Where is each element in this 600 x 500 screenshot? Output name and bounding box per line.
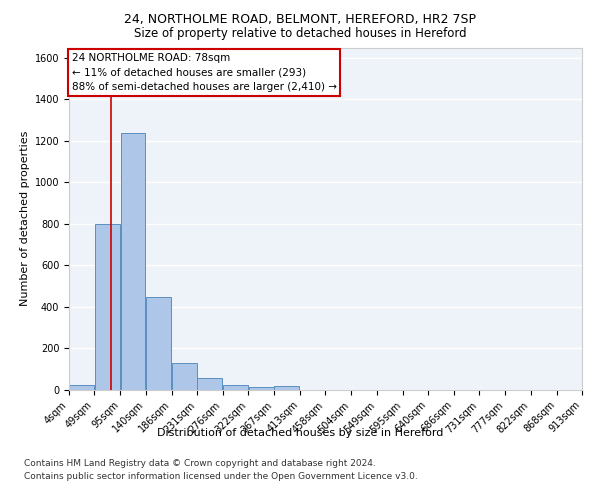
Bar <box>121 132 145 390</box>
Bar <box>172 363 197 390</box>
Text: Distribution of detached houses by size in Hereford: Distribution of detached houses by size … <box>157 428 443 438</box>
Bar <box>69 385 94 390</box>
Text: Contains public sector information licensed under the Open Government Licence v3: Contains public sector information licen… <box>24 472 418 481</box>
Text: Contains HM Land Registry data © Crown copyright and database right 2024.: Contains HM Land Registry data © Crown c… <box>24 458 376 468</box>
Text: Size of property relative to detached houses in Hereford: Size of property relative to detached ho… <box>134 28 466 40</box>
Bar <box>249 387 274 390</box>
Bar <box>197 378 222 390</box>
Text: 24, NORTHOLME ROAD, BELMONT, HEREFORD, HR2 7SP: 24, NORTHOLME ROAD, BELMONT, HEREFORD, H… <box>124 12 476 26</box>
Bar <box>223 385 248 390</box>
Bar <box>95 224 119 390</box>
Y-axis label: Number of detached properties: Number of detached properties <box>20 131 31 306</box>
Text: 24 NORTHOLME ROAD: 78sqm
← 11% of detached houses are smaller (293)
88% of semi-: 24 NORTHOLME ROAD: 78sqm ← 11% of detach… <box>71 52 337 92</box>
Bar <box>274 386 299 390</box>
Bar <box>146 296 171 390</box>
